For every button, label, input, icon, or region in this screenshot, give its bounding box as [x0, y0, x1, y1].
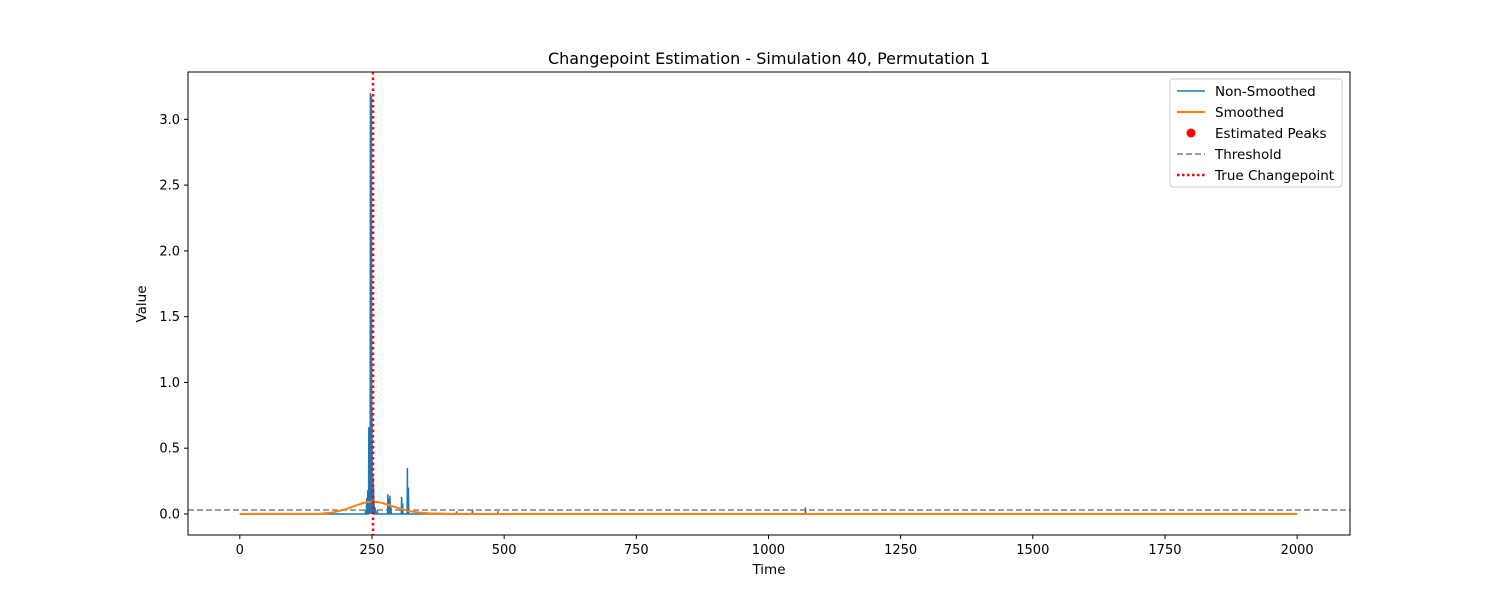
y-axis-label: Value [134, 285, 150, 322]
legend-label: True Changepoint [1214, 168, 1334, 184]
y-tick-label: 1.5 [159, 310, 180, 325]
legend-frame [1169, 78, 1343, 188]
legend-label: Non-Smoothed [1215, 84, 1316, 100]
legend-marker [1186, 128, 1196, 138]
y-axis: 0.0 0.5 1.0 1.5 2.0 2.5 3.0 [159, 113, 188, 522]
y-tick-label: 0.5 [159, 442, 180, 457]
plot-frame [187, 71, 1351, 536]
y-tick-label: 2.0 [159, 244, 180, 259]
x-tick-label: 1750 [1148, 543, 1181, 558]
x-tick-label: 750 [624, 543, 649, 558]
x-axis-label: Time [751, 562, 785, 578]
x-tick-label: 1250 [884, 543, 917, 558]
legend-label: Estimated Peaks [1215, 126, 1327, 142]
plot-area [188, 72, 1350, 535]
x-axis: 0 250 500 750 1000 1250 1500 1750 2000 [236, 535, 1314, 558]
x-tick-label: 2000 [1281, 543, 1314, 558]
y-tick-label: 1.0 [159, 376, 180, 391]
x-tick-label: 250 [360, 543, 385, 558]
x-tick-label: 1000 [752, 543, 785, 558]
y-tick-label: 3.0 [159, 113, 180, 128]
x-tick-label: 0 [236, 543, 244, 558]
y-tick-label: 2.5 [159, 179, 180, 194]
smoothed-line [239, 500, 1298, 515]
x-tick-label: 1500 [1016, 543, 1049, 558]
legend: Non-Smoothed Smoothed Estimated Peaks Thres… [1169, 78, 1343, 188]
legend-label: Threshold [1214, 147, 1282, 163]
legend-label: Smoothed [1215, 105, 1284, 121]
chart-title: Changepoint Estimation - Simulation 40, … [548, 49, 990, 68]
y-tick-label: 0.0 [159, 507, 180, 522]
x-tick-label: 500 [492, 543, 517, 558]
non-smoothed-line [239, 93, 1298, 515]
